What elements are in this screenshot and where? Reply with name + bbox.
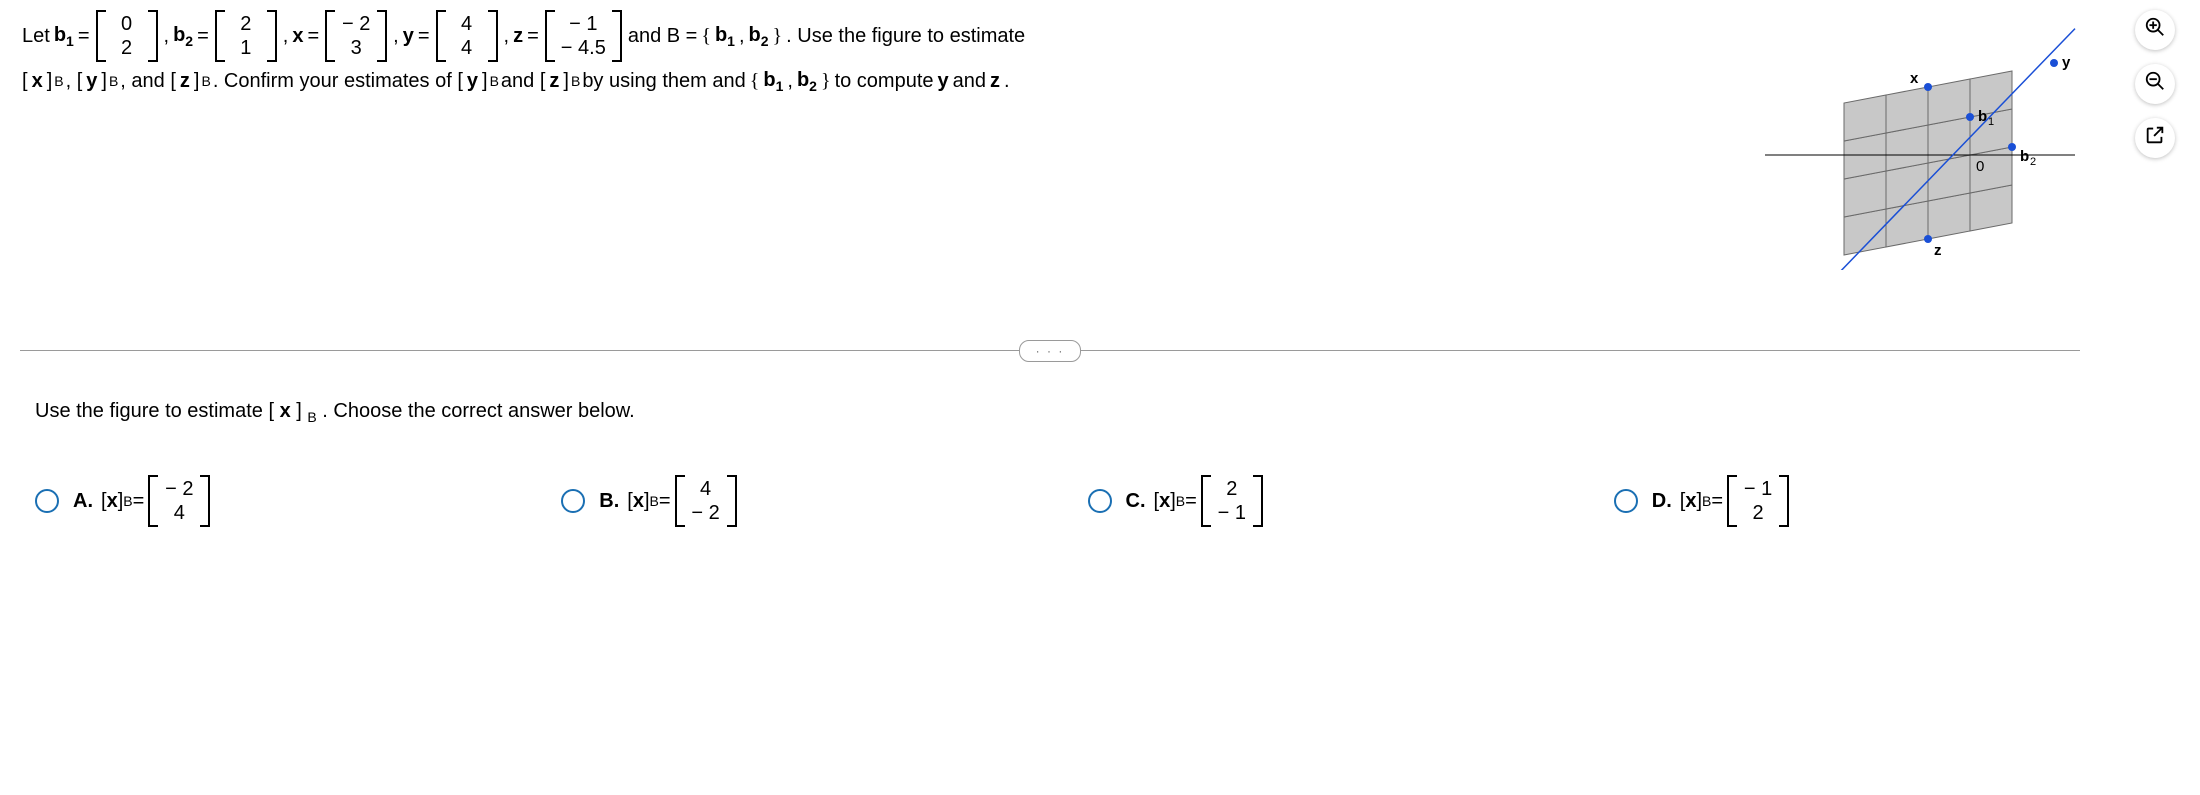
- b1-subscript: 1: [66, 33, 74, 49]
- dots-icon: · · ·: [1036, 344, 1065, 358]
- svg-text:b: b: [1978, 108, 1987, 125]
- question-prompt: Use the figure to estimate [ x ] B . Cho…: [35, 400, 2140, 425]
- option-letter: B.: [599, 490, 619, 513]
- x-symbol: x: [292, 22, 303, 50]
- svg-text:x: x: [1910, 70, 1919, 87]
- radio-button[interactable]: [1614, 489, 1638, 513]
- vec-x: − 23: [325, 10, 387, 62]
- expand-pill[interactable]: · · ·: [1019, 340, 1081, 362]
- answer-option-a[interactable]: A. [x]B = − 24: [35, 475, 561, 527]
- vec-z: − 1− 4.5: [545, 10, 622, 62]
- vec-b1: 02: [96, 10, 158, 62]
- y-symbol: y: [403, 22, 414, 50]
- option-expression: [x]B = 2− 1: [1154, 475, 1267, 527]
- vec-y: 44: [436, 10, 498, 62]
- popout-button[interactable]: [2135, 118, 2175, 158]
- svg-text:2: 2: [2030, 156, 2036, 168]
- option-letter: D.: [1652, 490, 1672, 513]
- zoom-in-button[interactable]: [2135, 10, 2175, 50]
- option-letter: A.: [73, 490, 93, 513]
- svg-text:0: 0: [1976, 158, 1984, 175]
- b1-symbol: b: [54, 24, 66, 46]
- text-let: Let: [22, 22, 50, 50]
- coordinate-figure: 0b1b2xyz: [1760, 10, 2080, 270]
- radio-button[interactable]: [35, 489, 59, 513]
- zoom-out-button[interactable]: [2135, 64, 2175, 104]
- radio-button[interactable]: [561, 489, 585, 513]
- b2-symbol: b: [173, 24, 185, 46]
- popout-icon: [2144, 124, 2166, 152]
- option-expression: [x]B = 4− 2: [627, 475, 740, 527]
- svg-text:z: z: [1934, 242, 1942, 259]
- radio-button[interactable]: [1088, 489, 1112, 513]
- option-letter: C.: [1126, 490, 1146, 513]
- svg-text:1: 1: [1988, 116, 1994, 128]
- z-symbol: z: [513, 22, 523, 50]
- answer-option-d[interactable]: D. [x]B = − 12: [1614, 475, 2140, 527]
- zoom-out-icon: [2144, 70, 2166, 98]
- section-divider: · · ·: [20, 340, 2080, 360]
- zoom-in-icon: [2144, 16, 2166, 44]
- answer-option-c[interactable]: C. [x]B = 2− 1: [1088, 475, 1614, 527]
- option-expression: [x]B = − 24: [101, 475, 214, 527]
- svg-text:b: b: [2020, 148, 2029, 165]
- option-expression: [x]B = − 12: [1680, 475, 1793, 527]
- vec-b2: 21: [215, 10, 277, 62]
- problem-statement: Let b1 = 02 , b2 = 21 , x: [20, 10, 1150, 97]
- svg-text:y: y: [2062, 54, 2071, 71]
- eq1: =: [78, 22, 90, 50]
- answer-option-b[interactable]: B. [x]B = 4− 2: [561, 475, 1087, 527]
